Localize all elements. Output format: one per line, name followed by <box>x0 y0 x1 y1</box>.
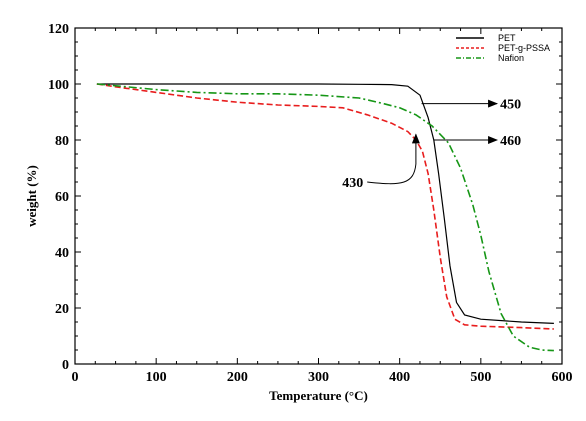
y-axis-title: weight (%) <box>24 165 39 227</box>
y-tick-label: 80 <box>55 134 69 149</box>
annotation-label: 430 <box>342 176 363 191</box>
x-tick-label: 0 <box>72 370 79 385</box>
x-tick-label: 100 <box>146 370 167 385</box>
annotation-label: 460 <box>500 134 521 149</box>
series-line-nafion <box>96 83 554 352</box>
x-tick-label: 300 <box>308 370 329 385</box>
annotation-label: 450 <box>500 98 521 113</box>
y-tick-label: 120 <box>48 22 69 37</box>
x-axis-title: Temperature (°C) <box>269 388 368 403</box>
x-tick-label: 600 <box>552 370 573 385</box>
legend-label-pet-g-pssa: PET-g-PSSA <box>498 43 550 53</box>
x-tick-label: 200 <box>227 370 248 385</box>
series-line-pet <box>96 83 554 324</box>
legend-label-nafion: Nafion <box>498 53 524 63</box>
annotation-arrow <box>367 133 420 185</box>
annotations-layer: 450 460 430 <box>342 98 521 191</box>
y-tick-label: 40 <box>55 246 69 261</box>
x-tick-label: 400 <box>389 370 410 385</box>
plot-frame <box>74 27 563 365</box>
y-tick-label: 20 <box>55 302 69 317</box>
x-tick-label: 500 <box>470 370 491 385</box>
series-layer <box>96 83 554 352</box>
legend-label-pet: PET <box>498 33 516 43</box>
y-tick-label: 0 <box>62 358 69 373</box>
series-line-pet-g-pssa <box>96 83 554 330</box>
y-tick-label: 100 <box>48 78 69 93</box>
axes-layer: 0 100 200 300 400 500 600 0 20 40 60 80 100 120 Temper… <box>24 22 573 403</box>
y-tick-label: 60 <box>55 190 69 205</box>
